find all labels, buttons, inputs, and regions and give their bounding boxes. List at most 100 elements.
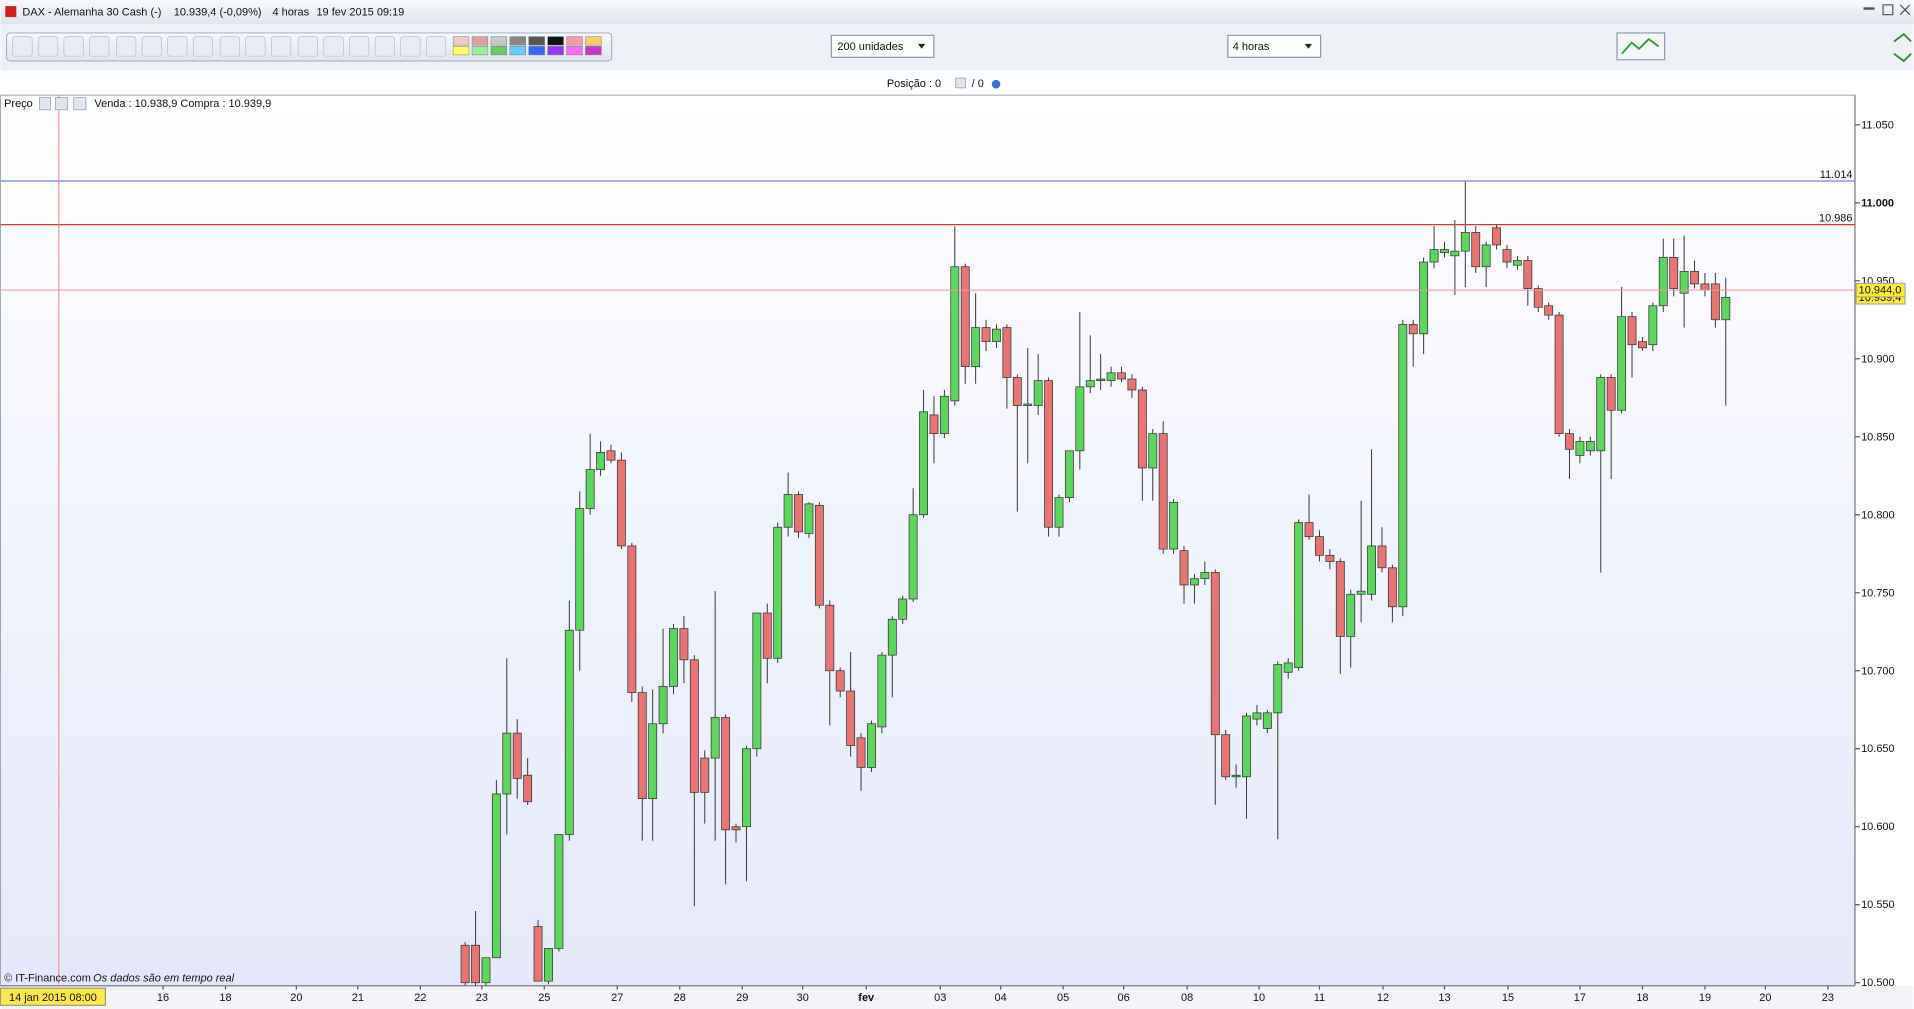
- candle-body: [1669, 257, 1679, 289]
- candle-body: [1242, 715, 1251, 778]
- close-button[interactable]: [1899, 4, 1911, 16]
- candle-body: [1356, 590, 1366, 595]
- candle-body: [1533, 288, 1543, 308]
- color-swatch[interactable]: [566, 46, 583, 56]
- candle-body: [898, 598, 908, 620]
- tool-button[interactable]: [400, 36, 421, 57]
- candle-body: [460, 944, 470, 984]
- candle-body: [752, 612, 762, 750]
- maximize-button[interactable]: [1882, 4, 1894, 16]
- color-swatch[interactable]: [509, 46, 526, 56]
- candle-body: [1679, 271, 1689, 294]
- x-tick-label: 20: [1759, 992, 1771, 1004]
- candle-body: [596, 451, 606, 470]
- candle-body: [554, 834, 564, 949]
- candle-body: [960, 266, 970, 367]
- side-button[interactable]: [1893, 32, 1912, 63]
- position-label: / 0: [972, 78, 984, 90]
- chart-style-button[interactable]: [1616, 32, 1666, 61]
- candle-body: [1221, 734, 1231, 778]
- tool-button[interactable]: [167, 36, 188, 57]
- y-tick-label: 10.550: [1861, 899, 1895, 911]
- tool-button[interactable]: [323, 36, 344, 57]
- color-swatch[interactable]: [547, 36, 564, 46]
- candle-body: [1617, 316, 1627, 411]
- units-dropdown[interactable]: [830, 34, 935, 58]
- settings-icon[interactable]: [991, 79, 1001, 89]
- candle-body: [1638, 341, 1647, 349]
- color-swatch[interactable]: [490, 46, 508, 56]
- tool-button[interactable]: [192, 36, 214, 57]
- candle-body: [1346, 593, 1356, 637]
- candle-body: [731, 826, 741, 831]
- legend-icon[interactable]: [39, 97, 51, 111]
- y-tick-label: 10.750: [1861, 587, 1895, 599]
- candle-body: [585, 469, 595, 509]
- color-swatch[interactable]: [471, 36, 489, 46]
- tool-button[interactable]: [116, 36, 137, 57]
- minimize-button[interactable]: [1863, 7, 1875, 10]
- x-tick-label: 08: [1181, 992, 1193, 1004]
- color-swatch[interactable]: [509, 36, 526, 46]
- color-swatch[interactable]: [585, 36, 602, 46]
- candle-body: [1294, 522, 1304, 668]
- x-tick-label: 25: [538, 992, 550, 1004]
- color-swatch[interactable]: [585, 46, 602, 56]
- legend-icon[interactable]: [73, 97, 87, 111]
- window-buttons[interactable]: [1863, 4, 1911, 16]
- tool-button[interactable]: [271, 36, 292, 57]
- tool-button[interactable]: [89, 36, 110, 57]
- period-dropdown[interactable]: [1227, 34, 1322, 58]
- candle-body: [939, 395, 949, 435]
- candle-body: [1460, 232, 1470, 252]
- y-axis-area: [1854, 95, 1914, 986]
- color-swatch[interactable]: [490, 36, 508, 46]
- x-tick-label: 21: [352, 992, 364, 1004]
- tool-button[interactable]: [37, 36, 59, 57]
- tool-button[interactable]: [12, 36, 33, 57]
- tool-button[interactable]: [245, 36, 266, 57]
- candle-body: [1408, 324, 1418, 335]
- tool-button[interactable]: [63, 36, 84, 57]
- candle-body: [491, 793, 501, 959]
- tool-button[interactable]: [297, 36, 318, 57]
- candle-body: [1231, 774, 1241, 778]
- x-tick-label: 17: [1574, 992, 1586, 1004]
- legend-icon[interactable]: [55, 97, 68, 111]
- tool-button[interactable]: [141, 36, 162, 57]
- overlay: 10.500 10.550 10.600 10.650 10.700 10.750 10.8…: [0, 95, 1906, 1006]
- color-swatch[interactable]: [452, 46, 470, 56]
- color-swatch[interactable]: [528, 46, 545, 56]
- tool-button[interactable]: [425, 36, 447, 57]
- candle-body: [783, 494, 793, 528]
- x-tick-label: fev: [858, 992, 875, 1004]
- color-swatch[interactable]: [547, 46, 564, 56]
- color-swatch[interactable]: [452, 36, 470, 46]
- candle-body: [523, 774, 533, 803]
- color-swatch[interactable]: [566, 36, 583, 46]
- last-price-label: 10.944,0: [1859, 285, 1902, 297]
- tool-button[interactable]: [219, 36, 240, 57]
- candle-body: [1481, 244, 1491, 268]
- candle-body: [1304, 522, 1314, 537]
- candle-body: [627, 545, 637, 693]
- color-swatch[interactable]: [528, 36, 545, 46]
- candle-body: [648, 723, 658, 800]
- y-tick-label: 10.850: [1861, 431, 1895, 443]
- tool-button[interactable]: [374, 36, 395, 57]
- candle-body: [742, 748, 751, 828]
- candle-body: [1627, 316, 1637, 346]
- x-tick-label: 18: [219, 992, 231, 1004]
- candle-body: [1190, 578, 1199, 586]
- position-label: Posição : 0: [887, 78, 941, 90]
- y-tick-label: 10.900: [1861, 353, 1895, 365]
- color-swatch[interactable]: [471, 46, 489, 56]
- candle-body: [1064, 450, 1074, 498]
- tool-button[interactable]: [349, 36, 370, 57]
- candle-body: [1315, 536, 1324, 556]
- x-tick-label: 22: [414, 992, 426, 1004]
- candle-body: [1023, 403, 1033, 406]
- crosshair-label: 14 jan 2015 08:00: [9, 992, 97, 1004]
- x-tick-label: 19: [1699, 992, 1711, 1004]
- candle-body: [606, 450, 616, 461]
